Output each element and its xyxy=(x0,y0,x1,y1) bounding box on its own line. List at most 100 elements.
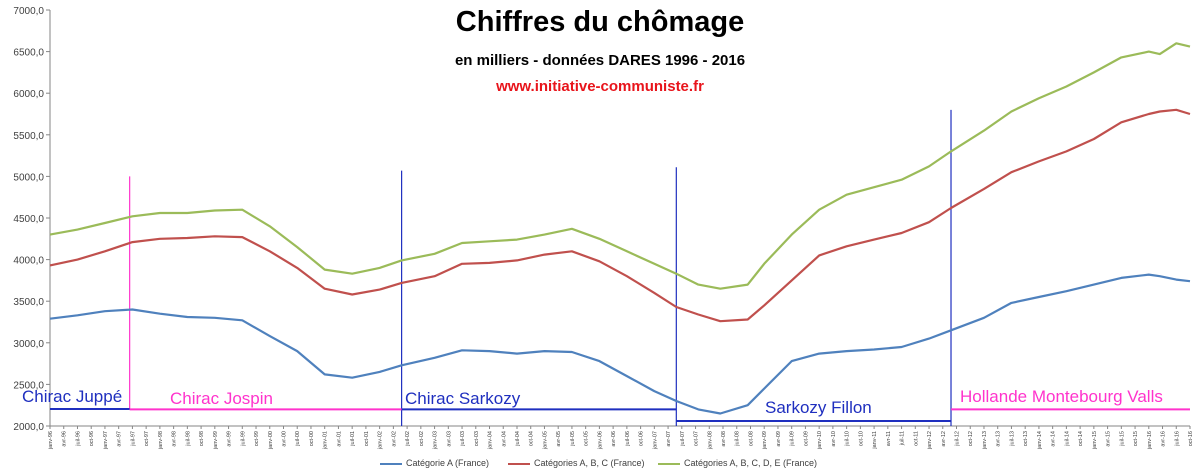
y-tick-label: 7000,0 xyxy=(13,6,44,17)
period-label-chirac-sarkozy: Chirac Sarkozy xyxy=(405,389,521,408)
x-tick-label: juil-13 xyxy=(1009,431,1015,447)
legend-item-cat-a: Catégorie A (France) xyxy=(380,458,489,468)
period-label-hollande: Hollande Montebourg Valls xyxy=(960,387,1163,406)
x-tick-label: juil-02 xyxy=(405,431,411,447)
source-url[interactable]: www.initiative-communiste.fr xyxy=(496,78,704,95)
x-tick-label: oct-12 xyxy=(968,431,974,446)
x-tick-label: janv-08 xyxy=(707,431,713,450)
chart-legend: Catégorie A (France) Catégories A, B, C … xyxy=(0,458,1200,474)
x-tick-label: juil-05 xyxy=(570,431,576,447)
y-tick-label: 5000,0 xyxy=(13,172,44,183)
chart-subtitle: en milliers - données DARES 1996 - 2016 xyxy=(454,52,746,69)
y-tick-label: 2500,0 xyxy=(13,380,44,391)
x-tick-label: oct-04 xyxy=(529,431,535,446)
x-tick-label: avr-98 xyxy=(172,431,178,447)
x-tick-label: avr-16 xyxy=(1161,431,1167,447)
x-tick-label: juil-11 xyxy=(900,431,906,446)
x-tick-label: janv-12 xyxy=(927,431,933,450)
x-tick-label: oct-07 xyxy=(694,431,700,446)
x-tick-label: juil-15 xyxy=(1119,431,1125,447)
x-tick-label: juil-99 xyxy=(240,431,246,447)
x-tick-label: oct-02 xyxy=(419,431,425,446)
x-tick-label: janv-96 xyxy=(48,431,54,450)
legend-swatch-cat-abc xyxy=(508,462,530,465)
legend-label-cat-abc: Catégories A, B, C (France) xyxy=(534,458,645,468)
x-tick-label: avr-08 xyxy=(721,431,727,447)
x-tick-label: oct-99 xyxy=(254,431,260,446)
x-tick-label: oct-06 xyxy=(639,431,645,446)
y-tick-label: 4500,0 xyxy=(13,214,44,225)
period-label-sarkozy-fillon: Sarkozy Fillon xyxy=(765,398,872,417)
x-tick-label: janv-98 xyxy=(158,431,164,450)
x-tick-label: avr-02 xyxy=(391,431,397,447)
period-label-chirac-juppe: Chirac Juppé xyxy=(22,387,123,406)
y-tick-label: 2000,0 xyxy=(13,422,44,433)
x-tick-label: oct-00 xyxy=(309,431,315,446)
x-tick-label: janv-06 xyxy=(597,431,603,450)
legend-swatch-cat-a xyxy=(380,462,402,465)
x-tick-label: oct-98 xyxy=(199,431,205,446)
legend-item-cat-abcde: Catégories A, B, C, D, E (France) xyxy=(658,458,817,468)
x-tick-label: avr-15 xyxy=(1106,431,1112,447)
x-tick-label: juil-06 xyxy=(625,431,631,447)
x-tick-label: oct-96 xyxy=(89,431,95,446)
x-tick-label: oct-16 xyxy=(1188,431,1194,446)
x-tick-label: juil-14 xyxy=(1064,431,1070,447)
y-tick-label: 4000,0 xyxy=(13,256,44,267)
y-tick-label: 3000,0 xyxy=(13,339,44,350)
x-tick-label: janv-97 xyxy=(103,431,109,450)
x-tick-label: juil-98 xyxy=(185,431,191,447)
legend-label-cat-a: Catégorie A (France) xyxy=(406,458,490,468)
chart-title: Chiffres du chômage xyxy=(455,6,745,38)
x-tick-label: oct-10 xyxy=(858,431,864,446)
x-tick-label: avr-06 xyxy=(611,431,617,447)
x-tick-label: avr-96 xyxy=(62,431,68,447)
x-tick-label: oct-13 xyxy=(1023,431,1029,446)
x-tick-label: juil-96 xyxy=(75,431,81,447)
x-tick-label: avr-12 xyxy=(941,431,947,447)
x-tick-label: avr-13 xyxy=(996,431,1002,447)
x-tick-label: juil-97 xyxy=(130,431,136,447)
x-tick-label: janv-10 xyxy=(817,431,823,450)
x-tick-label: juil-04 xyxy=(515,431,521,447)
x-tick-label: avr-00 xyxy=(281,431,287,447)
x-tick-label: avr-07 xyxy=(666,431,672,447)
y-tick-label: 6500,0 xyxy=(13,48,44,59)
series-line-1 xyxy=(49,108,1191,323)
x-tick-label: janv-07 xyxy=(652,431,658,450)
x-tick-label: juil-09 xyxy=(790,431,796,447)
x-tick-label: juil-07 xyxy=(680,431,686,447)
x-tick-label: janv-13 xyxy=(982,431,988,450)
x-tick-label: oct-15 xyxy=(1133,431,1139,446)
x-tick-label: janv-02 xyxy=(378,431,384,450)
x-tick-label: janv-05 xyxy=(542,431,548,450)
x-tick-label: oct-03 xyxy=(474,431,480,446)
x-tick-label: juil-16 xyxy=(1174,431,1180,447)
series-line-2 xyxy=(49,42,1191,290)
x-tick-label: juil-01 xyxy=(350,431,356,447)
x-tick-label: avr-99 xyxy=(227,431,233,447)
x-tick-label: janv-15 xyxy=(1092,431,1098,450)
x-tick-label: oct-01 xyxy=(364,431,370,446)
legend-item-cat-abc: Catégories A, B, C (France) xyxy=(508,458,645,468)
x-tick-label: janv-14 xyxy=(1037,431,1043,450)
x-tick-label: janv-16 xyxy=(1147,431,1153,450)
x-tick-label: avr-11 xyxy=(886,431,892,446)
x-tick-label: oct-08 xyxy=(748,431,754,446)
x-tick-label: juil-03 xyxy=(460,431,466,447)
x-tick-label: avr-05 xyxy=(556,431,562,447)
x-tick-label: janv-03 xyxy=(433,431,439,450)
y-tick-label: 3500,0 xyxy=(13,297,44,308)
y-tick-label: 5500,0 xyxy=(13,131,44,142)
x-tick-label: avr-04 xyxy=(501,431,507,447)
x-tick-label: avr-03 xyxy=(446,431,452,447)
x-tick-label: avr-01 xyxy=(336,431,342,447)
x-tick-label: janv-11 xyxy=(872,431,878,450)
x-tick-label: janv-00 xyxy=(268,431,274,450)
x-tick-label: juil-10 xyxy=(845,431,851,447)
x-tick-label: avr-14 xyxy=(1051,431,1057,447)
x-tick-label: oct-05 xyxy=(584,431,590,446)
series-line-0 xyxy=(49,273,1191,415)
x-tick-label: juil-08 xyxy=(735,431,741,447)
